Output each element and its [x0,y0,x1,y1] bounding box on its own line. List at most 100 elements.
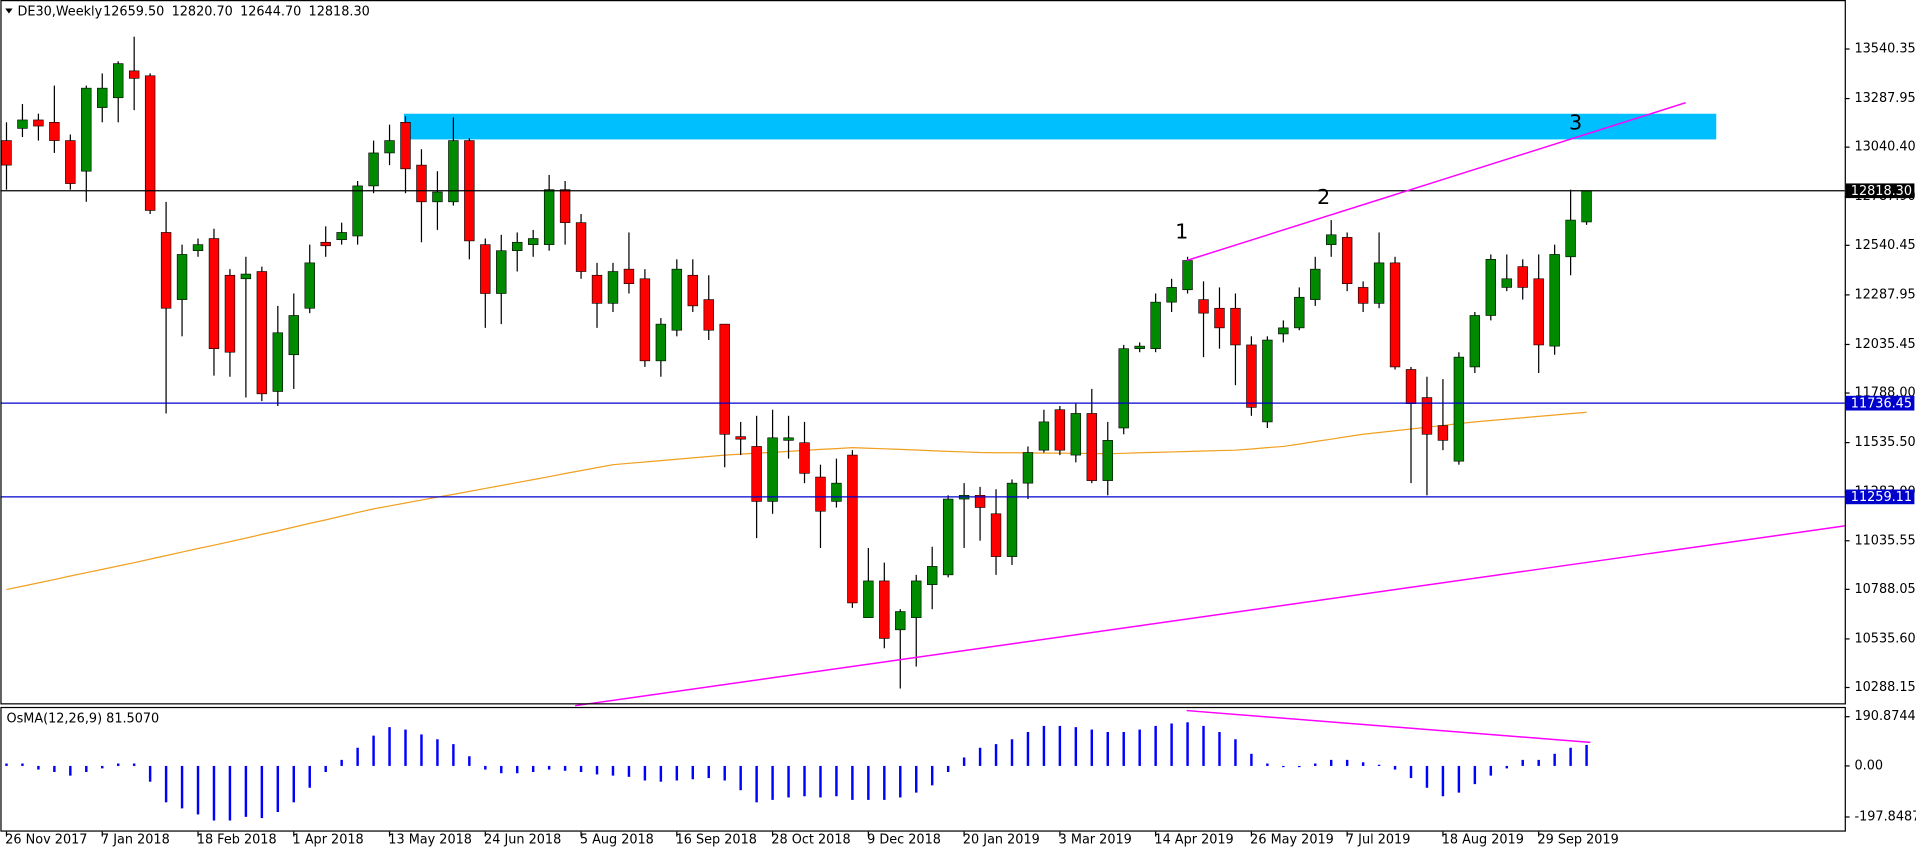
osc-bar [946,765,950,773]
candle-body [176,254,188,300]
osc-bar [1186,722,1189,766]
osc-bar [531,765,535,773]
osc-bar [691,765,695,780]
osc-bar [148,765,152,782]
x-tick-label: 24 Jun 2018 [484,833,561,848]
osc-bar [132,763,136,766]
candle-body [384,140,395,154]
candle-body [1102,440,1113,481]
osc-bar [1569,747,1572,766]
osc-bar [1361,762,1365,766]
menu-arrow[interactable] [5,8,13,14]
osc-bar [244,765,248,817]
candle-body [128,70,140,79]
candle-body [448,140,459,203]
candle-body [783,437,794,441]
candle-body [496,250,507,294]
y-tick-label: 10788.05 [1854,582,1915,597]
candle-body [1533,278,1544,346]
osc-bar [180,765,184,809]
x-tick-label: 7 Jul 2019 [1346,833,1410,848]
candle-body [751,446,762,502]
main-panel-frame [0,0,1846,705]
osc-bar [1425,765,1429,788]
osc-bar [1345,759,1349,766]
osc-bar [196,765,200,815]
osc-bar [5,763,8,766]
price-marker [1845,395,1915,411]
x-tick-label: 26 May 2019 [1250,833,1334,848]
candle-body [400,122,411,170]
candle-body [1501,278,1512,288]
osc-bar [994,744,998,766]
osc-bar [1409,765,1413,779]
y-tick-label: 0.00 [1854,758,1883,773]
osc-bar [1266,763,1269,766]
candle-body [1198,299,1209,314]
candle-body [1341,237,1353,284]
candle-body [17,119,28,129]
y-tick-label: 13040.40 [1854,140,1915,155]
candle-body [1262,339,1273,423]
osc-title: OsMA(12,26,9) 81.5070 [6,712,159,727]
osc-bar [1457,765,1461,793]
osc-bar [276,765,280,813]
osc-bar [468,756,471,766]
candle-body [1038,421,1050,451]
osc-bar [164,765,168,803]
ohlc-value: 12644.70 [240,5,301,20]
osc-bar [547,765,551,770]
candle-body [1,140,12,166]
y-tick-label: -197.8487 [1854,809,1916,824]
x-tick-label: 20 Jan 2019 [963,833,1040,848]
osc-bar [404,729,407,766]
osc-bar [627,765,631,777]
candle-body [1437,425,1449,441]
osc-trend-line [1186,709,1591,744]
osc-bar [867,765,870,800]
osc-bar [835,765,838,797]
osc-bar [739,765,742,791]
osc-bar [1074,727,1078,766]
osc-bar [500,765,503,774]
candle-body [432,191,443,203]
osc-bar [69,765,72,776]
osc-bar [563,765,567,771]
osc-bar [851,765,854,800]
candle-body [33,119,44,127]
candle-body [144,75,156,211]
osc-bar [484,765,487,770]
y-tick-label: 11035.55 [1854,533,1915,548]
candle-body [1581,190,1592,223]
candle-body [719,323,730,435]
osc-bar [1026,731,1030,766]
osc-bar [324,765,327,773]
y-tick-label: 12540.45 [1854,238,1915,253]
candle-body [1086,413,1097,481]
osc-bar [228,765,232,821]
candle-body [831,482,842,502]
candle-body [97,87,108,108]
osc-bar [1154,725,1157,766]
candle-body [671,268,683,331]
osc-bar [803,765,806,797]
candle-body [1421,397,1433,435]
osc-bar [340,759,343,766]
x-tick-label: 13 May 2018 [388,833,472,848]
x-tick-label: 1 Apr 2018 [293,833,364,848]
osc-bar [1250,753,1253,766]
candle-body [847,454,858,604]
osc-bar [643,765,647,781]
y-tick-label: 10535.60 [1854,631,1915,646]
candle-body [974,495,986,508]
x-tick-label: 3 Mar 2019 [1059,833,1132,848]
osc-bar [85,765,88,773]
candle-body [224,274,236,353]
candle-body [480,244,491,294]
osc-bar [308,765,311,788]
y-tick-label: 12035.45 [1854,337,1915,352]
osc-panel-frame [0,706,1846,832]
osc-bar [1218,731,1221,766]
price-marker-label: 11259.11 [1851,490,1912,505]
candle-body [1310,268,1321,300]
